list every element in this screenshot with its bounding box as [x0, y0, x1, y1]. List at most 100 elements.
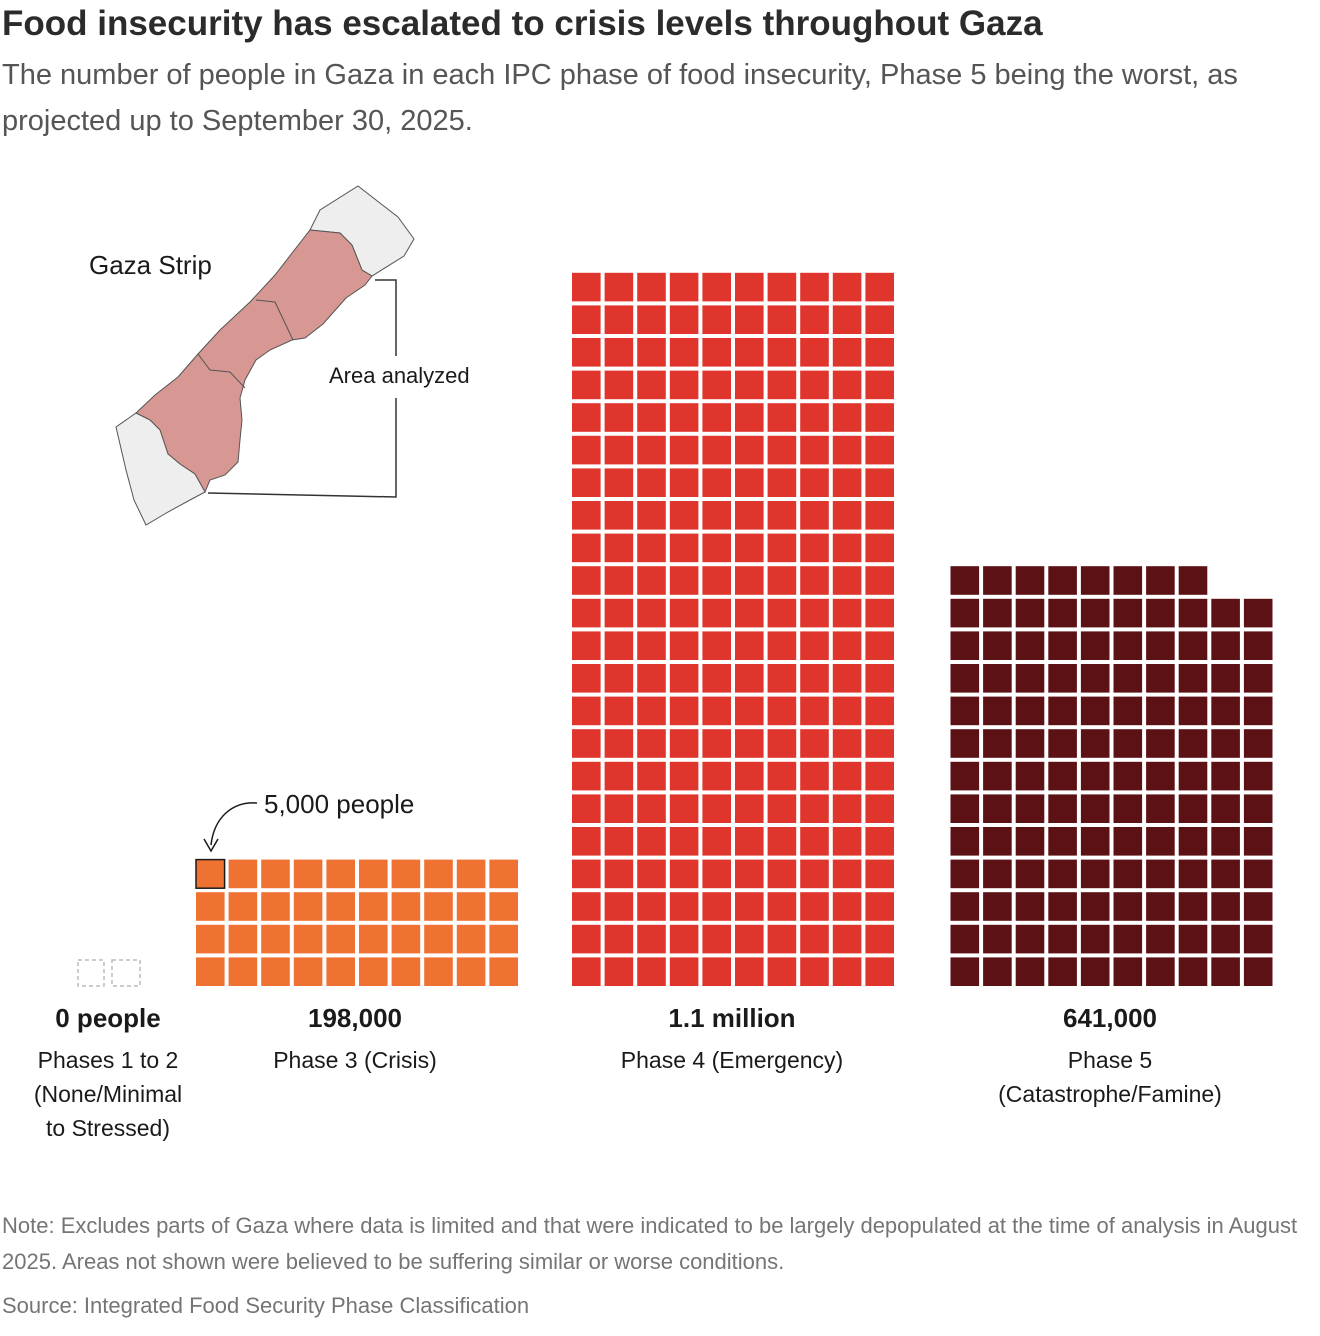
value-label-phase-3: 1.1 million	[668, 1003, 795, 1033]
waffle-square	[1178, 957, 1208, 986]
waffle-square	[950, 924, 980, 954]
waffle-square	[669, 794, 699, 823]
waffle-square	[604, 403, 634, 432]
waffle-square	[1211, 729, 1240, 758]
unit-annotation-arrowhead	[203, 838, 219, 853]
waffle-square	[800, 501, 829, 530]
waffle-square	[604, 305, 634, 334]
waffle-square	[767, 924, 797, 954]
waffle-square	[832, 338, 862, 367]
waffle-square	[261, 924, 290, 954]
waffle-square	[669, 533, 699, 563]
waffle-square	[865, 892, 894, 921]
waffle-square	[735, 370, 764, 400]
waffle-square	[1243, 859, 1273, 889]
waffle-square	[1211, 859, 1240, 889]
waffle-square	[865, 566, 894, 595]
waffle-square	[572, 827, 601, 856]
waffle-square	[865, 338, 894, 367]
waffle-square	[293, 957, 323, 986]
waffle-square	[702, 370, 731, 400]
waffle-square	[637, 696, 666, 726]
category-label-line: (Catastrophe/Famine)	[998, 1081, 1222, 1107]
waffle-square	[702, 468, 731, 497]
waffle-square	[702, 272, 731, 302]
waffle-square	[832, 696, 862, 726]
waffle-square	[1015, 729, 1045, 758]
waffle-square	[1015, 761, 1045, 791]
waffle-square	[1178, 892, 1208, 921]
waffle-square	[702, 729, 731, 758]
waffle-square	[1146, 859, 1175, 889]
waffle-square	[1146, 696, 1175, 726]
waffle-square	[865, 598, 894, 628]
waffle-square	[637, 859, 666, 889]
waffle-square	[865, 501, 894, 530]
waffle-square	[572, 924, 601, 954]
waffle-square	[326, 859, 355, 889]
waffle-square	[832, 598, 862, 628]
waffle-square	[604, 696, 634, 726]
waffle-square	[604, 338, 634, 367]
waffle-square	[832, 501, 862, 530]
waffle-square	[735, 272, 764, 302]
waffle-square	[865, 403, 894, 432]
waffle-square	[735, 338, 764, 367]
waffle-square	[1048, 598, 1077, 628]
waffle-square	[800, 892, 829, 921]
waffle-square	[669, 305, 699, 334]
waffle-square	[669, 729, 699, 758]
waffle-square	[293, 924, 323, 954]
waffle-square	[865, 468, 894, 497]
waffle-square	[735, 598, 764, 628]
waffle-square	[832, 305, 862, 334]
waffle-square	[1146, 729, 1175, 758]
waffle-square	[669, 859, 699, 889]
waffle-square	[832, 435, 862, 465]
waffle-phase-4	[950, 566, 1273, 986]
waffle-square	[767, 761, 797, 791]
waffle-square	[669, 924, 699, 954]
waffle-square	[865, 370, 894, 400]
waffle-square	[1178, 729, 1208, 758]
waffle-square	[767, 892, 797, 921]
waffle-square	[572, 892, 601, 921]
waffle-square	[572, 794, 601, 823]
waffle-square	[424, 957, 453, 986]
waffle-square	[735, 435, 764, 465]
waffle-square	[767, 664, 797, 693]
waffle-square	[950, 859, 980, 889]
waffle-square	[637, 272, 666, 302]
waffle-square	[1243, 924, 1273, 954]
waffle-square	[950, 566, 980, 595]
waffle-square	[1015, 859, 1045, 889]
waffle-square	[669, 664, 699, 693]
waffle-square	[1211, 631, 1240, 660]
waffle-square	[767, 598, 797, 628]
waffle-square	[800, 338, 829, 367]
waffle-square	[637, 533, 666, 563]
waffle-square	[1113, 696, 1143, 726]
waffle-square	[735, 761, 764, 791]
waffle-square	[572, 598, 601, 628]
waffle-square	[702, 696, 731, 726]
waffle-square	[424, 892, 453, 921]
waffle-square	[1146, 794, 1175, 823]
waffle-square	[604, 370, 634, 400]
waffle-square	[228, 924, 258, 954]
waffle-square	[604, 631, 634, 660]
waffle-square	[1048, 957, 1077, 986]
waffle-square	[1146, 827, 1175, 856]
waffle-square	[293, 859, 323, 889]
waffle-square	[572, 729, 601, 758]
waffle-square	[1080, 631, 1110, 660]
waffle-square	[1211, 664, 1240, 693]
waffle-square	[702, 338, 731, 367]
waffle-square	[983, 892, 1012, 921]
waffle-square	[1080, 957, 1110, 986]
waffle-square	[735, 794, 764, 823]
waffle-square	[572, 272, 601, 302]
waffle-groups	[195, 272, 1273, 986]
waffle-square	[983, 924, 1012, 954]
waffle-square	[604, 729, 634, 758]
